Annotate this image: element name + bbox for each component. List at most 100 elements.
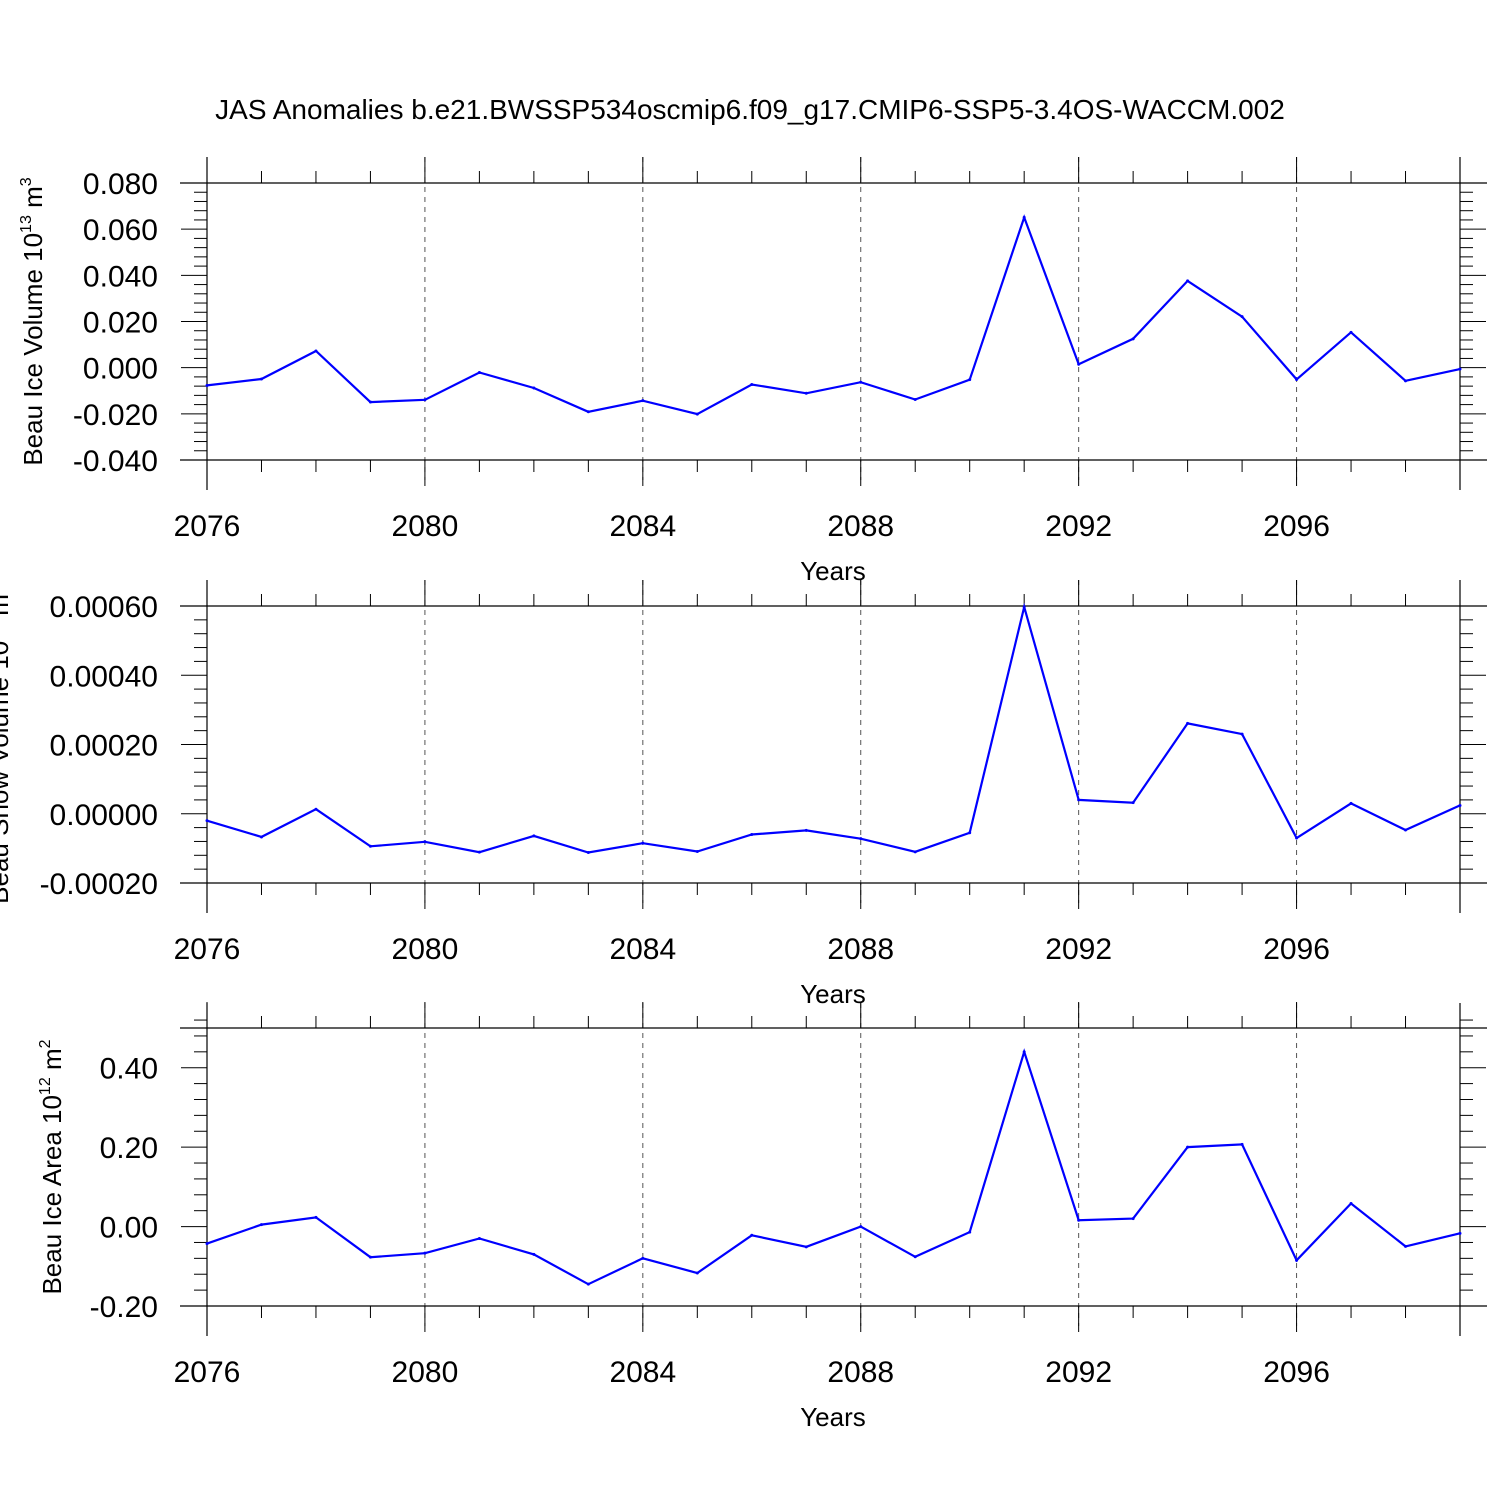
panel-1: 2076 2080 2084 2088 2092 2096 -0.040 -0.020 0.00…: [18, 157, 1487, 586]
x-axis-label: Years: [800, 1402, 866, 1432]
data-point: [1131, 1217, 1135, 1221]
data-point: [1077, 798, 1081, 802]
data-point: [1131, 337, 1135, 341]
data-point: [259, 377, 263, 381]
y-axis-label-unit-exponent: 3: [0, 585, 1, 594]
x-tick-label: 2092: [1045, 1356, 1112, 1389]
data-point: [1240, 315, 1244, 319]
y-axis-label-text: Beau Snow Volume 10: [0, 641, 14, 904]
data-point: [368, 400, 372, 404]
data-point: [695, 1271, 699, 1275]
y-tick-label: -0.20: [90, 1291, 158, 1324]
data-point: [368, 1255, 372, 1259]
y-tick-label: 0.00040: [50, 660, 158, 693]
x-tick-label: 2076: [174, 510, 241, 543]
y-axis-label-unit-exponent: 2: [37, 1039, 54, 1048]
data-point: [259, 835, 263, 839]
data-point: [1349, 801, 1353, 805]
data-point: [750, 383, 754, 387]
data-point: [1349, 1202, 1353, 1206]
data-point: [1404, 1244, 1408, 1248]
data-point: [205, 819, 209, 823]
data-point: [1458, 367, 1462, 371]
data-point: [532, 1252, 536, 1256]
data-point: [968, 831, 972, 835]
series-line: [206, 214, 1461, 416]
panel-3: 2076 2080 2084 2088 2092 2096 -0.20 0.00 0.20 0.4…: [37, 1002, 1487, 1432]
data-point: [859, 380, 863, 384]
data-point: [913, 850, 917, 854]
y-axis-label-exponent: 13: [18, 215, 35, 233]
data-point: [804, 828, 808, 832]
data-point: [804, 1245, 808, 1249]
y-tick-label: -0.040: [73, 445, 158, 478]
data-point: [1404, 828, 1408, 832]
data-point: [804, 391, 808, 395]
data-point: [586, 1282, 590, 1286]
chart-title: JAS Anomalies b.e21.BWSSP534oscmip6.f09_…: [215, 94, 1285, 125]
series-line: [206, 1048, 1461, 1286]
y-tick-label: 0.20: [100, 1132, 158, 1165]
data-point: [1458, 803, 1462, 807]
y-tick-label: 0.40: [100, 1053, 158, 1086]
series-line: [206, 602, 1461, 854]
data-point: [1186, 279, 1190, 283]
data-point: [1295, 377, 1299, 381]
y-axis-label: Beau Ice Volume 1013 m3: [18, 177, 48, 465]
x-tick-label: 2076: [174, 933, 241, 966]
data-point: [205, 1242, 209, 1246]
x-tick-label: 2096: [1263, 933, 1330, 966]
data-point: [1295, 1258, 1299, 1262]
data-point: [1458, 1231, 1462, 1235]
x-tick-label: 2096: [1263, 1356, 1330, 1389]
y-axis-label-unit: m: [37, 1048, 67, 1077]
x-tick-label: 2080: [392, 933, 459, 966]
x-tick-label: 2088: [827, 1356, 894, 1389]
data-point: [750, 833, 754, 837]
data-point: [1077, 362, 1081, 366]
data-point: [314, 349, 318, 353]
data-point: [259, 1223, 263, 1227]
panel-2: 2076 2080 2084 2088 2092 2096 -0.00020 0.00000 0…: [0, 580, 1487, 1009]
data-point: [532, 834, 536, 838]
data-point: [913, 1255, 917, 1259]
y-tick-label: 0.000: [83, 353, 158, 386]
data-point: [532, 386, 536, 390]
data-point: [477, 371, 481, 375]
data-point: [1295, 836, 1299, 840]
y-axis-label-exponent: 13: [0, 623, 1, 641]
data-point: [1240, 1142, 1244, 1146]
y-tick-label: 0.040: [83, 260, 158, 293]
data-point: [968, 1230, 972, 1234]
data-point: [695, 849, 699, 853]
x-tick-label: 2080: [392, 510, 459, 543]
data-point: [423, 398, 427, 402]
x-tick-label: 2088: [827, 933, 894, 966]
data-point: [1131, 801, 1135, 805]
data-point: [205, 383, 209, 387]
x-tick-label: 2088: [827, 510, 894, 543]
y-tick-label: 0.080: [83, 168, 158, 201]
x-tick-label: 2092: [1045, 933, 1112, 966]
y-tick-label: 0.020: [83, 307, 158, 340]
x-tick-label: 2084: [609, 1356, 676, 1389]
data-point: [859, 1225, 863, 1229]
y-tick-label: -0.020: [73, 399, 158, 432]
data-point: [641, 841, 645, 845]
data-point: [1022, 1050, 1026, 1054]
y-axis-label-unit: m: [0, 594, 14, 623]
data-point: [1022, 215, 1026, 219]
data-point: [750, 1233, 754, 1237]
data-point: [314, 807, 318, 811]
x-tick-label: 2080: [392, 1356, 459, 1389]
x-tick-label: 2084: [609, 510, 676, 543]
x-axis-label: Years: [800, 979, 866, 1009]
data-point: [641, 399, 645, 403]
y-tick-label: 0.00: [100, 1212, 158, 1245]
y-tick-label: 0.060: [83, 214, 158, 247]
data-point: [477, 850, 481, 854]
data-point: [1240, 732, 1244, 736]
data-point: [1186, 1145, 1190, 1149]
data-point: [913, 398, 917, 402]
